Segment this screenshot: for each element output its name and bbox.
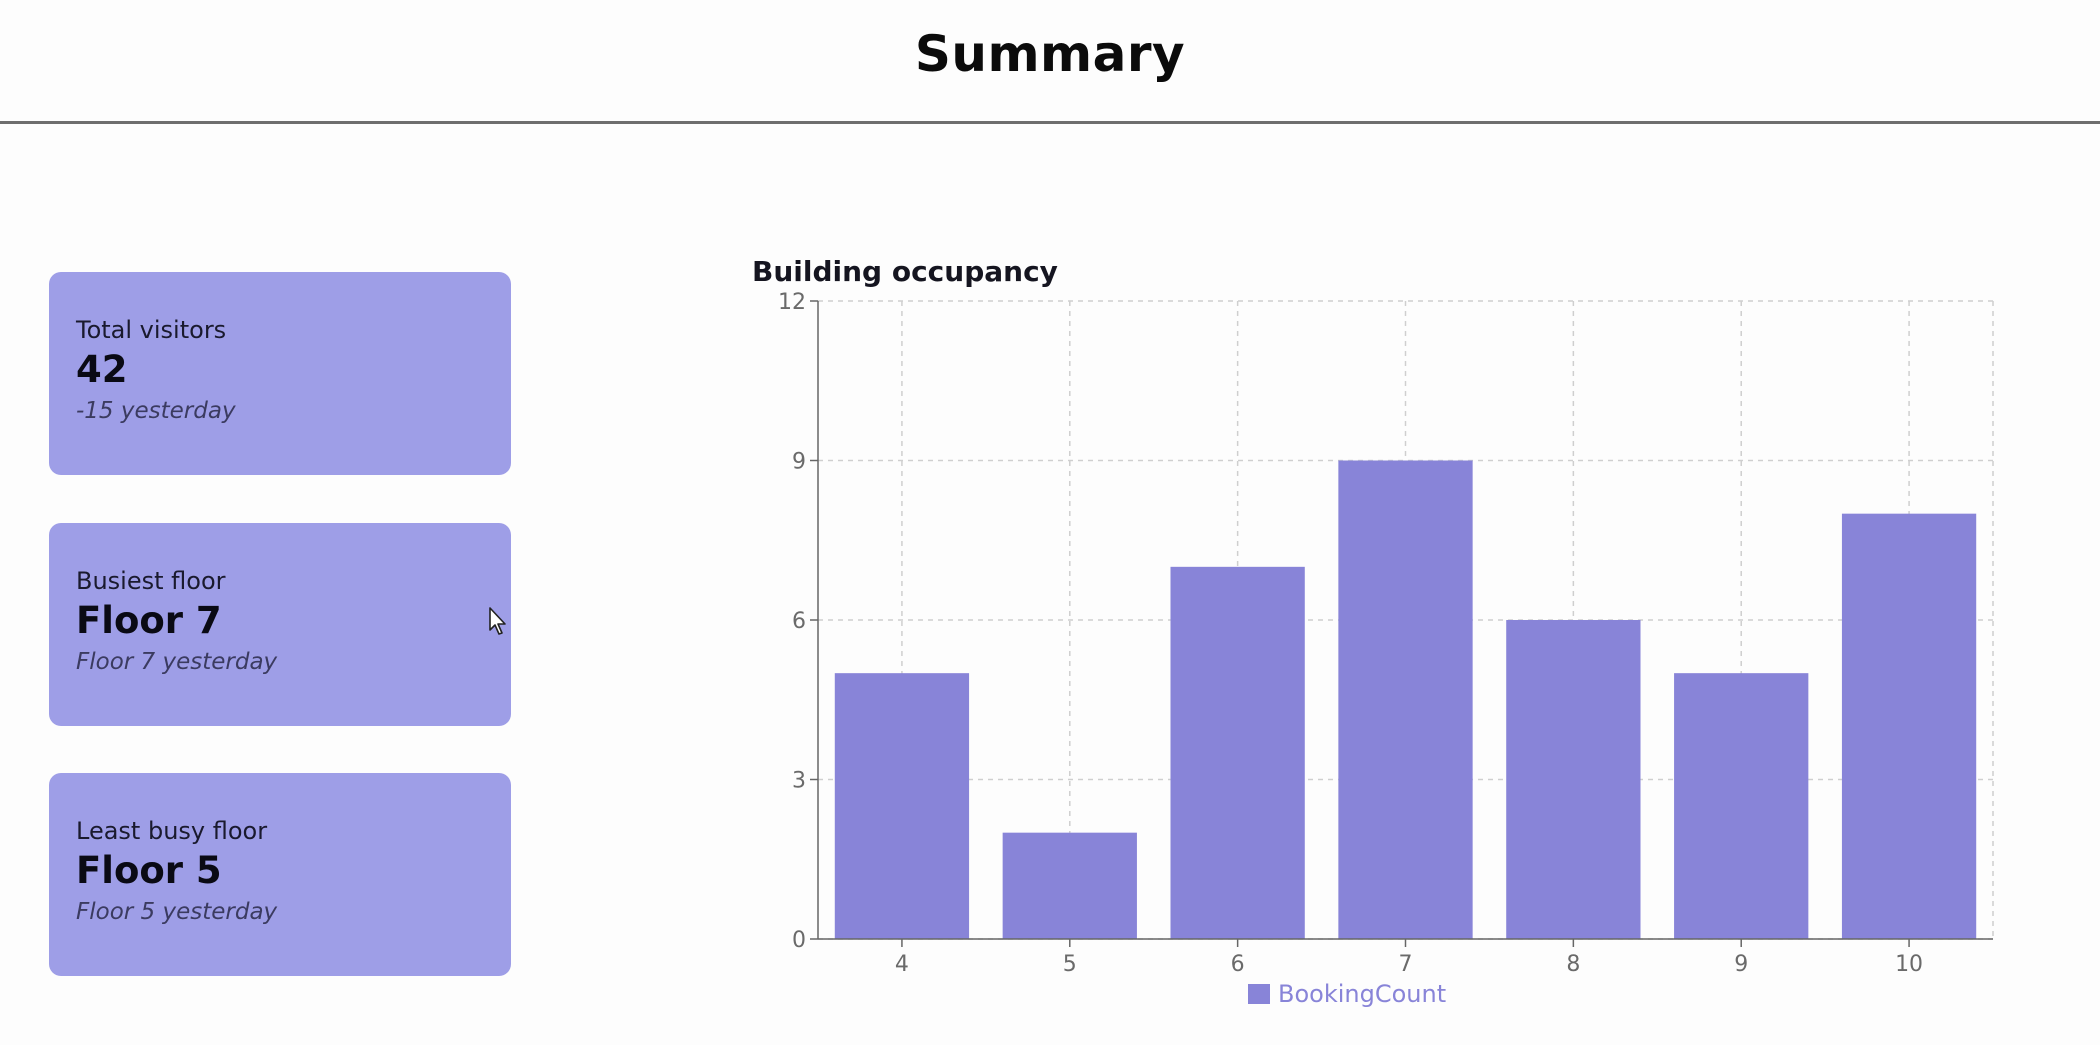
x-tick-label: 4 (895, 952, 909, 977)
card-subtext: Floor 5 yesterday (76, 899, 278, 925)
legend-label: BookingCount (1278, 980, 1446, 1008)
bar-7 (1338, 460, 1473, 939)
page-title: Summary (914, 24, 1186, 83)
x-tick-label: 8 (1566, 952, 1580, 977)
bar-6 (1170, 566, 1305, 939)
card-subtext: -15 yesterday (76, 398, 236, 424)
bar-10 (1841, 513, 1977, 939)
card-label: Total visitors (76, 316, 227, 344)
bar-8 (1506, 620, 1641, 939)
chart-svg: 0 3 6 9 12 4 5 6 7 8 9 10 BookingCount (778, 290, 1994, 1008)
least-busy-floor-card: Least busy floor Floor 5 Floor 5 yesterd… (49, 773, 511, 976)
y-tick-label: 3 (792, 769, 806, 794)
x-tick-label: 7 (1399, 952, 1413, 977)
x-tick-label: 9 (1734, 952, 1748, 977)
card-label: Busiest floor (76, 567, 226, 595)
y-tick-label: 12 (778, 290, 806, 315)
busiest-floor-card: Busiest floor Floor 7 Floor 7 yesterday (49, 523, 511, 726)
legend-swatch (1248, 984, 1270, 1004)
mouse-cursor-icon (489, 607, 506, 635)
building-occupancy-chart: Building occupancy 0 3 6 9 12 4 5 6 7 8 9 10 Booking… (740, 250, 2020, 1040)
card-subtext: Floor 7 yesterday (76, 649, 278, 675)
page-header: Summary (0, 0, 2100, 124)
x-tick-label: 10 (1895, 952, 1923, 977)
x-tick-label: 6 (1231, 952, 1245, 977)
bar-9 (1674, 673, 1809, 939)
card-value: Floor 5 (76, 849, 222, 892)
x-tick-label: 5 (1063, 952, 1077, 977)
card-value: 42 (76, 348, 128, 391)
total-visitors-card: Total visitors 42 -15 yesterday (49, 272, 511, 475)
card-label: Least busy floor (76, 817, 268, 845)
y-tick-label: 9 (792, 450, 806, 475)
chart-title: Building occupancy (752, 255, 1058, 288)
card-value: Floor 7 (76, 599, 222, 642)
bar-5 (1002, 832, 1137, 939)
y-tick-label: 0 (792, 928, 806, 953)
bar-4 (834, 673, 970, 939)
y-tick-label: 6 (792, 609, 806, 634)
